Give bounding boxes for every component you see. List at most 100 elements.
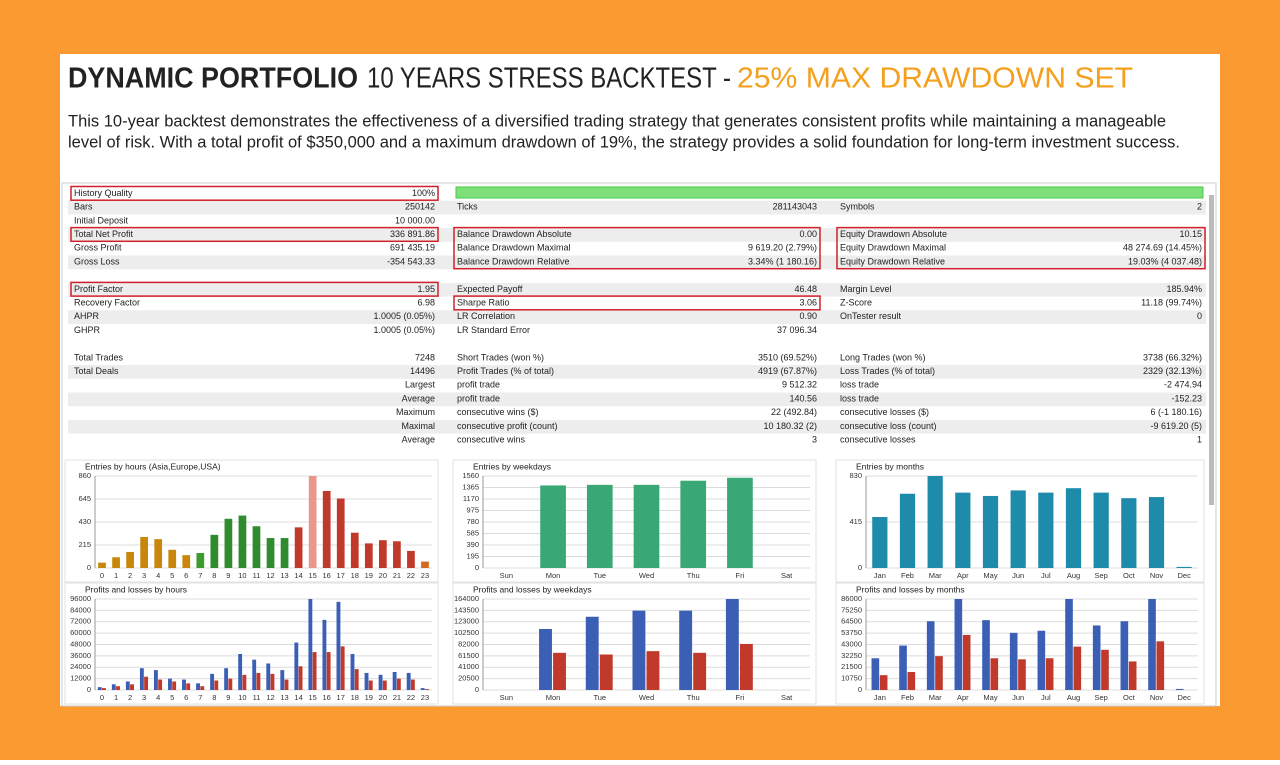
bar: [364, 672, 369, 690]
x-tick-label: Nov: [1150, 693, 1164, 702]
cell-label: OnTester result: [840, 311, 902, 321]
x-tick-label: 11: [253, 693, 261, 702]
bar: [1010, 490, 1026, 568]
quality-bar: [455, 186, 1204, 199]
bar: [1065, 599, 1073, 690]
bar: [340, 646, 345, 690]
bar: [210, 673, 215, 690]
x-tick-label: Jul: [1041, 571, 1051, 580]
bar: [1120, 621, 1129, 690]
bar: [182, 679, 186, 690]
x-tick-label: Sat: [781, 693, 793, 702]
bar: [553, 652, 566, 690]
bar: [140, 536, 149, 568]
bar: [540, 485, 566, 568]
x-tick-label: Tue: [593, 571, 606, 580]
x-tick-label: 16: [323, 571, 331, 580]
bar: [350, 653, 355, 690]
cell-value: 37 096.34: [777, 325, 817, 335]
y-tick-label: 1170: [463, 494, 479, 503]
cell-label: Short Trades (won %): [457, 352, 544, 362]
chart-title: Entries by months: [856, 461, 924, 471]
bar: [1148, 497, 1165, 568]
cell-value: 19.03% (4 037.48): [1128, 256, 1202, 266]
bar: [322, 619, 327, 690]
bar: [632, 610, 646, 690]
row-background: [68, 392, 1206, 407]
x-tick-label: 2: [128, 693, 132, 702]
cell-value: 2329 (32.13%): [1143, 366, 1202, 376]
bar: [168, 549, 177, 568]
x-tick-label: Sat: [781, 571, 793, 580]
bar: [1101, 649, 1109, 690]
y-tick-label: 96000: [70, 594, 91, 603]
bar: [224, 668, 229, 690]
x-tick-label: 10: [238, 571, 246, 580]
cell-value: 140.56: [789, 393, 817, 403]
y-tick-label: 24000: [70, 662, 91, 671]
cell-value: 3: [812, 434, 817, 444]
x-tick-label: 14: [294, 693, 302, 702]
y-tick-label: 82000: [458, 639, 479, 648]
title-accent: 25% MAX DRAWDOWN SET: [737, 63, 1133, 95]
bar: [200, 686, 205, 690]
y-tick-label: 390: [466, 540, 479, 549]
cell-value: -152.23: [1171, 393, 1202, 403]
bar: [322, 490, 331, 568]
bar: [680, 480, 707, 568]
bar: [899, 493, 916, 568]
x-tick-label: Mar: [929, 571, 942, 580]
y-tick-label: 780: [466, 517, 479, 526]
cell-label: consecutive wins ($): [457, 407, 539, 417]
cell-label: LR Correlation: [457, 311, 515, 321]
cell-label: Equity Drawdown Relative: [840, 256, 945, 266]
x-tick-label: 6: [184, 571, 188, 580]
x-tick-label: 16: [323, 693, 331, 702]
chart-frame: [64, 582, 439, 705]
y-tick-label: 0: [87, 563, 91, 572]
bar: [962, 634, 971, 690]
x-tick-label: 17: [337, 693, 345, 702]
chart-title: Entries by weekdays: [473, 461, 551, 471]
bar: [679, 610, 693, 690]
cell-label: Loss Trades (% of total): [840, 366, 935, 376]
bar: [228, 678, 233, 690]
bar: [1037, 630, 1046, 690]
y-tick-label: 0: [475, 563, 479, 572]
y-tick-label: 123000: [454, 617, 479, 626]
x-tick-label: Jan: [874, 693, 886, 702]
cell-label: GHPR: [74, 325, 101, 335]
x-tick-label: Thu: [687, 693, 700, 702]
chart-title: Profits and losses by weekdays: [473, 584, 592, 594]
x-tick-label: 20: [379, 571, 387, 580]
cell-label: Expected Payoff: [457, 284, 523, 294]
x-tick-label: Aug: [1067, 571, 1080, 580]
cell-value: 250142: [405, 202, 435, 212]
cell-value: 3510 (69.52%): [758, 352, 817, 362]
cell-value: 48 274.69 (14.45%): [1123, 243, 1202, 253]
bar: [280, 670, 285, 690]
x-tick-label: 8: [212, 571, 216, 580]
row-background: [68, 200, 1206, 215]
cell-label: Symbols: [840, 202, 875, 212]
chart-frame: [835, 582, 1205, 705]
cell-label: Profit Factor: [74, 284, 123, 294]
cell-label: Gross Profit: [74, 243, 122, 253]
cell-label: consecutive profit (count): [457, 421, 558, 431]
y-tick-label: 32250: [841, 651, 862, 660]
cell-value: 0: [1197, 311, 1202, 321]
bar: [294, 527, 303, 568]
bar: [871, 658, 880, 690]
bar: [284, 679, 289, 690]
y-tick-label: 36000: [70, 651, 91, 660]
bar: [1093, 492, 1109, 568]
bar: [1018, 659, 1026, 690]
cell-label: consecutive losses: [840, 434, 916, 444]
bar: [1148, 599, 1156, 690]
x-tick-label: Fri: [736, 693, 745, 702]
x-tick-label: 9: [226, 571, 230, 580]
cell-label: Balance Drawdown Relative: [457, 256, 570, 266]
cell-value: 3738 (66.32%): [1143, 352, 1202, 362]
x-tick-label: 3: [142, 693, 146, 702]
y-tick-label: 102500: [454, 628, 479, 637]
